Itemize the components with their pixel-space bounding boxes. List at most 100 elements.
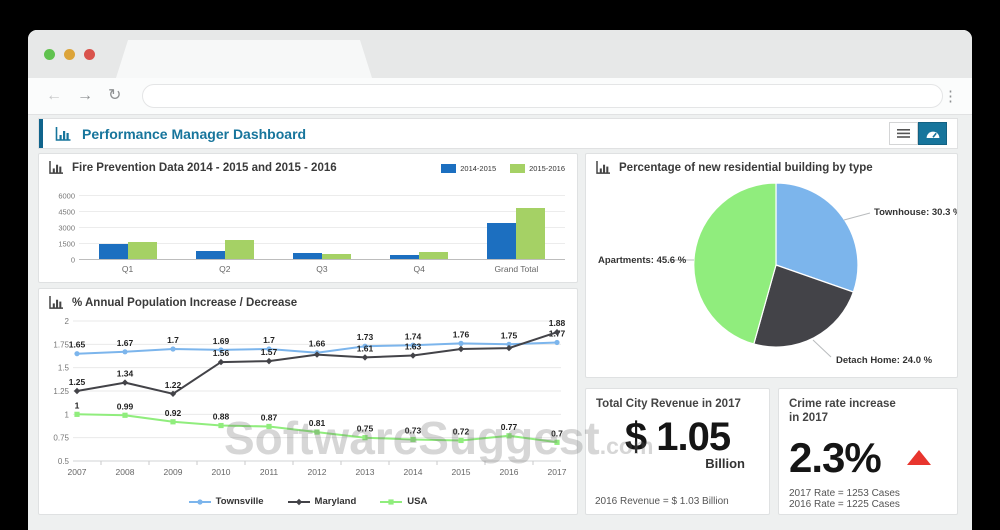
bar-q2-2015-2016[interactable] — [224, 239, 254, 260]
legend-item-maryland[interactable]: Maryland — [287, 496, 357, 507]
crime-card-title-line1: Crime rate increase — [789, 398, 896, 410]
y-tick-label: 1 — [65, 410, 70, 419]
minimize-light-icon[interactable] — [44, 49, 55, 60]
line-chart: 0.5 0.75 1 1.25 1.5 1.75 2 2007 2008 2009 2010 2011… — [53, 317, 567, 477]
series-maryland[interactable]: 1.25 1.34 1.22 1.56 1.57 1.61 1.63 1.88 — [69, 318, 566, 397]
data-label: 1.66 — [309, 339, 326, 349]
maximize-light-icon[interactable] — [64, 49, 75, 60]
browser-titlebar — [28, 30, 972, 78]
legend-label: Townsville — [215, 496, 264, 507]
legend-label: Maryland — [314, 496, 357, 507]
legend-label: USA — [407, 496, 428, 507]
x-category-label: Q4 — [413, 264, 425, 274]
browser-menu-icon[interactable]: ⋮ — [943, 88, 958, 105]
line-chart-title-row: % Annual Population Increase / Decrease — [39, 289, 577, 309]
increase-arrow-icon — [906, 450, 931, 466]
bar-grand-total-2015-2016[interactable] — [516, 207, 546, 260]
crime-value-row: 2.3% — [789, 434, 947, 482]
dashboard-view-button[interactable] — [918, 122, 947, 145]
pie-slice-label-townhouse: Townhouse: 30.3 % — [874, 207, 957, 218]
bar-q2-2014-2015[interactable] — [195, 251, 225, 260]
bar-chart-bars: Q1 Q2 Q3 Q4 Grand Total — [79, 196, 565, 274]
legend-label: 2014-2015 — [460, 164, 497, 173]
browser-window: ← → ↻ ⋮ Performance Manager Dashboard — [28, 30, 972, 530]
bar-q4-2015-2016[interactable] — [419, 252, 449, 260]
legend-swatch — [441, 164, 457, 173]
x-tick-label: 2016 — [500, 467, 519, 477]
data-label: 1.56 — [213, 348, 230, 358]
hamburger-icon — [897, 129, 910, 138]
bar-q3-2015-2016[interactable] — [321, 253, 351, 260]
bar-q4-2014-2015[interactable] — [390, 254, 420, 260]
browser-tab[interactable] — [116, 40, 372, 78]
line-chart-legend: Townsville Maryland USA — [39, 496, 577, 507]
x-tick-label: 2015 — [452, 467, 471, 477]
pie-chart-title: Percentage of new residential building b… — [619, 161, 873, 174]
pie-chart-title-row: Percentage of new residential building b… — [586, 154, 957, 174]
revenue-value: $ 1.05 — [624, 415, 731, 460]
residential-building-panel: Percentage of new residential building b… — [585, 153, 958, 378]
pie-slice-townhouse[interactable] — [775, 182, 859, 293]
legend-item-2014-2015[interactable]: 2014-2015 — [441, 164, 496, 173]
header-accent-bar — [39, 119, 43, 148]
gridline — [79, 227, 565, 228]
y-tick-label: 1.25 — [53, 387, 69, 396]
legend-item-usa[interactable]: USA — [380, 496, 427, 507]
data-label: 1.73 — [357, 332, 374, 342]
y-tick-label: 2 — [65, 317, 70, 326]
x-category-label: Grand Total — [494, 264, 539, 274]
bar-chart-y-axis: 0 1500 3000 4500 6000 — [43, 192, 75, 265]
bar-grand-total-2014-2015[interactable] — [487, 222, 517, 260]
series-usa[interactable]: 1 0.99 0.92 0.88 0.87 0.81 0.75 0.73 0.72 0.77 0.7 — [74, 400, 563, 445]
forward-icon[interactable]: → — [77, 87, 93, 104]
bar-chart-icon — [49, 161, 63, 174]
data-label: 1.69 — [213, 336, 230, 346]
revenue-card: Total City Revenue in 2017 $ 1.05 Billio… — [585, 388, 770, 515]
revenue-footnote: 2016 Revenue = $ 1.03 Billion — [595, 496, 729, 507]
x-tick-label: 2012 — [308, 467, 327, 477]
data-label: 0.75 — [357, 424, 374, 434]
bar-q1-2015-2016[interactable] — [127, 242, 157, 260]
x-tick-label: 2014 — [404, 467, 423, 477]
data-label: 0.88 — [213, 412, 230, 422]
y-tick-label: 4500 — [58, 207, 75, 217]
bar-chart-legend: 2014-2015 2015-2016 — [441, 164, 565, 173]
population-panel: % Annual Population Increase / Decrease … — [38, 288, 578, 515]
x-category-label: Q3 — [316, 264, 328, 274]
x-tick-label: 2011 — [260, 467, 279, 477]
pie-slice-apartments[interactable] — [693, 182, 777, 345]
legend-item-townsville[interactable]: Townsville — [188, 496, 264, 507]
bar-q1-2014-2015[interactable] — [98, 244, 128, 260]
back-icon[interactable]: ← — [46, 87, 62, 104]
bar-group-q3: Q3 — [292, 196, 351, 274]
fire-prevention-panel: Fire Prevention Data 2014 - 2015 and 201… — [38, 153, 578, 283]
x-tick-label: 2013 — [356, 467, 375, 477]
legend-symbol — [287, 498, 310, 505]
data-label: 1.7 — [167, 335, 179, 345]
reload-icon[interactable]: ↻ — [108, 87, 122, 104]
pie-label-connector — [843, 212, 871, 221]
data-label: 1.61 — [357, 343, 374, 353]
legend-symbol — [380, 498, 403, 505]
list-view-button[interactable] — [889, 122, 918, 145]
data-label: 1.25 — [69, 377, 86, 387]
view-toggle-group — [889, 122, 947, 145]
data-label: 1 — [75, 400, 80, 410]
close-light-icon[interactable] — [84, 49, 95, 60]
x-tick-label: 2008 — [116, 467, 135, 477]
data-label: 1.76 — [453, 329, 470, 339]
url-bar[interactable] — [142, 84, 943, 108]
bar-q3-2014-2015[interactable] — [292, 252, 322, 260]
pie-slice-detach-home[interactable] — [753, 264, 855, 348]
pie-label-connector — [812, 339, 832, 358]
x-tick-label: 2010 — [212, 467, 231, 477]
dashboard-header: Performance Manager Dashboard — [38, 118, 958, 149]
gridline — [79, 211, 565, 212]
legend-item-2015-2016[interactable]: 2015-2016 — [510, 164, 565, 173]
crime-card-title-line2: in 2017 — [789, 412, 828, 425]
y-tick-label: 3000 — [58, 223, 75, 233]
x-tick-label: 2007 — [68, 467, 87, 477]
x-tick-label: 2017 — [548, 467, 567, 477]
gauge-icon — [926, 131, 939, 138]
crime-footnote-2017: 2017 Rate = 1253 Cases — [789, 487, 900, 499]
